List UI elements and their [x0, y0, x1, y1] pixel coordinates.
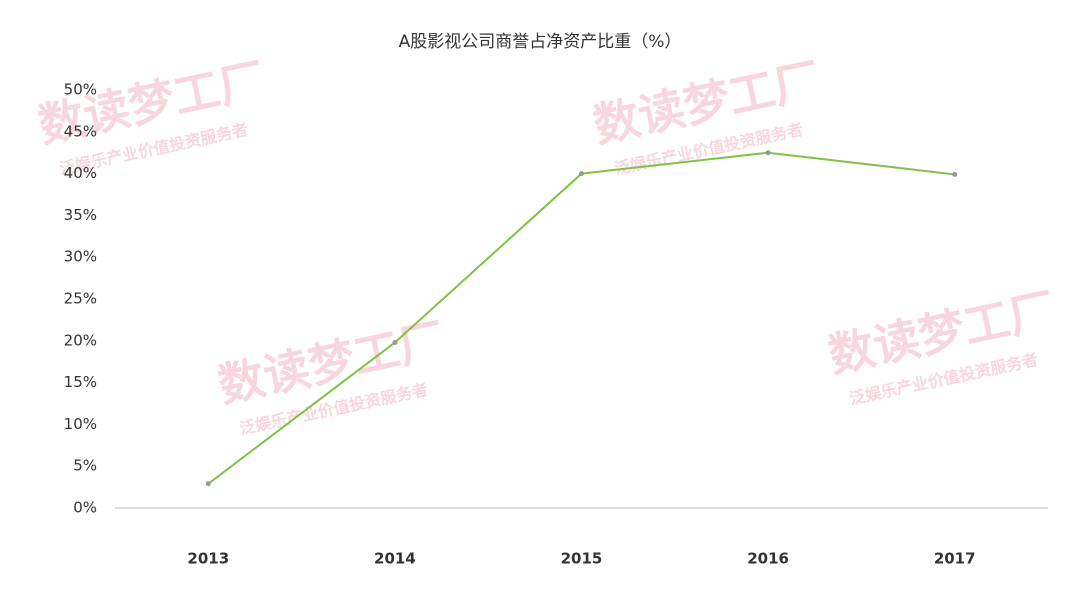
y-tick-label: 50%: [64, 81, 97, 99]
y-tick-label: 30%: [64, 248, 97, 266]
chart-title: A股影视公司商誉占净资产比重（%）: [399, 32, 682, 52]
y-tick-label: 5%: [73, 457, 97, 475]
x-tick-label: 2013: [187, 550, 229, 568]
y-tick-label: 20%: [64, 331, 97, 349]
x-tick-label: 2015: [561, 550, 603, 568]
y-tick-label: 35%: [64, 206, 97, 224]
y-tick-label: 15%: [64, 373, 97, 391]
point: [765, 150, 771, 156]
y-tick-label: 45%: [64, 122, 97, 140]
y-tick-label: 10%: [64, 415, 97, 433]
point: [392, 339, 398, 345]
point: [579, 171, 584, 177]
y-tick-label: 0%: [73, 499, 97, 517]
x-tick-label: 2014: [374, 550, 416, 568]
y-tick-label: 25%: [64, 290, 97, 308]
y-tick-label: 40%: [64, 164, 97, 182]
x-tick-label: 2016: [747, 550, 789, 568]
x-tick-label: 2017: [934, 550, 976, 568]
point: [952, 171, 958, 177]
point: [205, 481, 211, 487]
